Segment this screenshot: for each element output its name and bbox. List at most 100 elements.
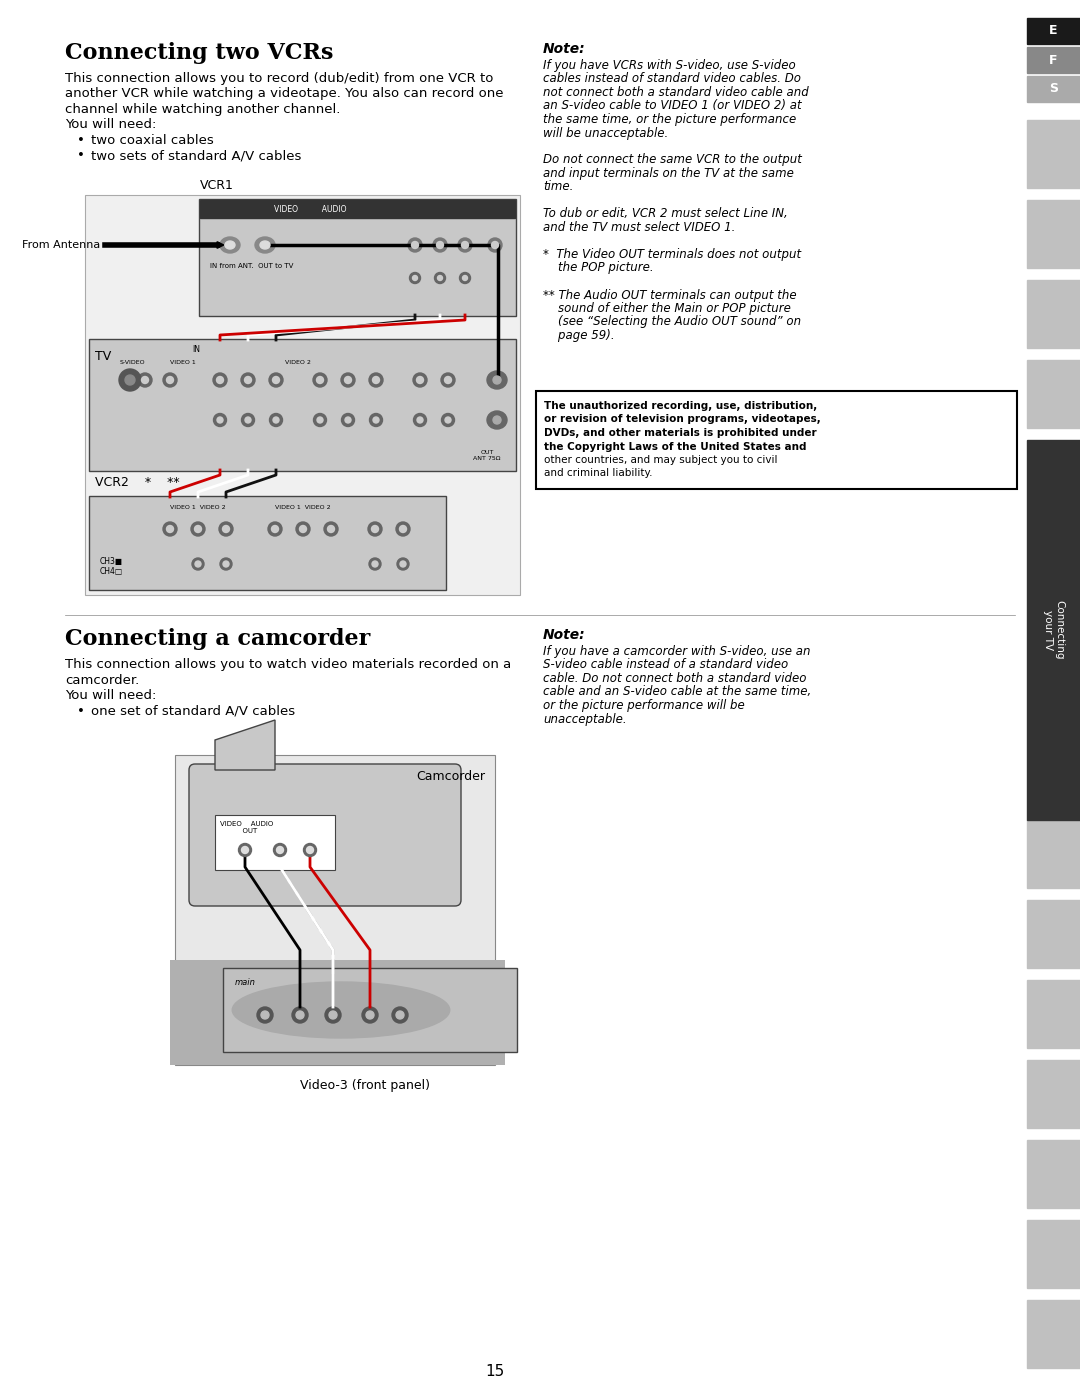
Bar [170,960,505,1065]
Ellipse shape [276,846,283,853]
Ellipse shape [192,558,204,570]
Ellipse shape [138,374,152,388]
Text: The unauthorized recording, use, distribution,: The unauthorized recording, use, distrib… [544,401,818,411]
Bar [1027,120,1080,188]
Ellipse shape [299,526,307,533]
FancyBboxPatch shape [189,764,461,906]
Ellipse shape [163,374,177,388]
Text: Connecting
your TV: Connecting your TV [1042,601,1064,659]
Text: Camcorder: Camcorder [416,769,485,783]
Ellipse shape [345,417,351,422]
Text: and the TV must select VIDEO 1.: and the TV must select VIDEO 1. [543,222,735,234]
Text: one set of standard A/V cables: one set of standard A/V cables [91,704,295,718]
Text: or the picture performance will be: or the picture performance will be [543,698,745,712]
Ellipse shape [417,417,423,422]
Text: Note:: Note: [543,629,585,643]
Ellipse shape [239,843,252,856]
Ellipse shape [273,843,286,856]
Text: cable. Do not connect both a standard video: cable. Do not connect both a standard vi… [543,672,807,684]
Ellipse shape [362,1006,378,1023]
Ellipse shape [396,521,410,537]
Ellipse shape [261,1011,269,1019]
Bar [1027,47,1080,72]
Text: or revision of television programs, videotapes,: or revision of television programs, vide… [544,414,821,425]
Bar [1027,980,1080,1048]
Text: If you have VCRs with S-video, use S-video: If you have VCRs with S-video, use S-vid… [543,59,796,72]
Bar [1027,1220,1080,1288]
Ellipse shape [260,241,270,250]
Text: not connect both a standard video cable and: not connect both a standard video cable … [543,86,809,99]
Text: main: main [235,979,256,987]
FancyBboxPatch shape [89,496,446,590]
Bar [215,815,335,870]
Ellipse shape [191,521,205,537]
Ellipse shape [436,241,444,248]
Ellipse shape [220,237,240,252]
Ellipse shape [372,560,378,567]
Ellipse shape [414,414,427,427]
Text: To dub or edit, VCR 2 must select Line IN,: To dub or edit, VCR 2 must select Line I… [543,208,787,220]
Ellipse shape [329,1011,337,1019]
Ellipse shape [272,376,280,383]
Ellipse shape [296,521,310,537]
Ellipse shape [316,376,324,383]
Text: the POP picture.: the POP picture. [543,262,653,275]
Ellipse shape [324,521,338,537]
Ellipse shape [368,521,382,537]
Text: page 59).: page 59). [543,329,615,342]
Ellipse shape [313,374,327,388]
Text: IN from ANT.  OUT to TV: IN from ANT. OUT to TV [210,263,294,269]
Text: VIDEO    AUDIO
          OUT: VIDEO AUDIO OUT [220,821,273,834]
Text: another VCR while watching a videotape. You also can record one: another VCR while watching a videotape. … [65,88,503,100]
Text: ** The Audio OUT terminals can output the: ** The Audio OUT terminals can output th… [543,289,797,301]
Ellipse shape [492,415,501,424]
Text: unacceptable.: unacceptable. [543,712,626,725]
Text: F: F [1050,53,1057,67]
Text: From Antenna: From Antenna [22,240,100,250]
Ellipse shape [392,1006,408,1023]
Ellipse shape [255,237,275,252]
Ellipse shape [345,376,351,383]
Ellipse shape [166,526,174,533]
Text: VIDEO          AUDIO: VIDEO AUDIO [274,205,347,213]
Ellipse shape [487,411,507,429]
Ellipse shape [408,238,422,252]
Text: Connecting a camcorder: Connecting a camcorder [65,629,370,650]
Ellipse shape [341,414,354,427]
Ellipse shape [217,417,222,422]
Ellipse shape [417,376,423,383]
Ellipse shape [413,374,427,388]
Ellipse shape [232,981,449,1039]
Text: an S-video cable to VIDEO 1 (or VIDEO 2) at: an S-video cable to VIDEO 1 (or VIDEO 2)… [543,99,801,113]
Ellipse shape [396,1011,404,1019]
FancyBboxPatch shape [536,390,1017,489]
Ellipse shape [411,241,419,248]
Text: *  The Video OUT terminals does not output: * The Video OUT terminals does not outpu… [543,248,801,261]
Ellipse shape [225,241,235,250]
Bar [175,756,495,1065]
Text: two coaxial cables: two coaxial cables [91,134,214,146]
Ellipse shape [434,272,446,283]
Ellipse shape [318,417,323,422]
Ellipse shape [369,558,381,570]
Text: and input terminals on the TV at the same: and input terminals on the TV at the sam… [543,167,794,180]
Ellipse shape [216,376,224,383]
Ellipse shape [271,526,279,533]
FancyBboxPatch shape [199,199,516,316]
Text: the same time, or the picture performance: the same time, or the picture performanc… [543,113,796,125]
Ellipse shape [445,417,451,422]
Ellipse shape [433,238,447,252]
Ellipse shape [241,374,255,388]
Text: •: • [77,704,85,718]
Ellipse shape [369,414,382,427]
Text: You will need:: You will need: [65,689,157,703]
Text: will be unacceptable.: will be unacceptable. [543,127,669,139]
Ellipse shape [269,374,283,388]
Text: sound of either the Main or POP picture: sound of either the Main or POP picture [543,302,791,315]
Ellipse shape [409,272,420,283]
Ellipse shape [194,526,202,533]
Text: 15: 15 [485,1365,504,1380]
Text: VCR1: VCR1 [200,178,234,192]
Text: DVDs, and other materials is prohibited under: DVDs, and other materials is prohibited … [544,428,816,438]
Text: other countries, and may subject you to civil: other countries, and may subject you to … [544,454,778,466]
